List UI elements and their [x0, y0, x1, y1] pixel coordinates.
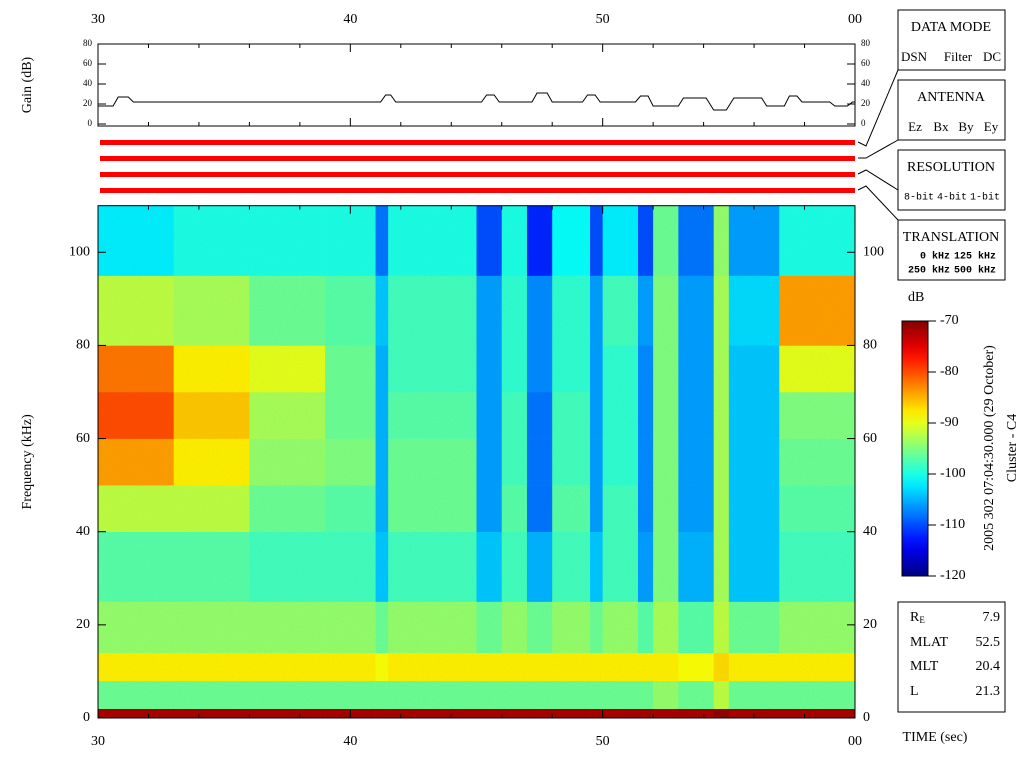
x-tick-label: 40 — [343, 12, 357, 27]
y-tick-label: 40 — [76, 524, 90, 539]
panel-option: 4-bit — [937, 192, 967, 204]
plot-frame — [97, 43, 856, 127]
panel-option: DSN — [901, 49, 928, 64]
x-tick-label: 30 — [91, 734, 105, 749]
y-tick-label: 80 — [863, 338, 877, 353]
x-tick-label: 40 — [343, 734, 357, 749]
panel-option: 125 kHz — [954, 251, 996, 263]
info-label: MLAT — [910, 635, 949, 650]
gain-line — [98, 92, 855, 111]
x-axis-label: TIME (sec) — [903, 730, 968, 745]
setting-bars — [100, 69, 899, 221]
info-label: MLT — [910, 659, 939, 674]
y-tick-label: 40 — [861, 78, 871, 88]
connector — [858, 139, 899, 159]
colorbar-tick-label: -70 — [940, 313, 959, 328]
panel-option: 8-bit — [904, 192, 934, 204]
x-tick-label: 50 — [596, 12, 610, 27]
panel-option: Ey — [984, 119, 999, 134]
colorbar-tick-label: -120 — [940, 568, 966, 583]
colorbar-tick-label: -110 — [940, 517, 965, 532]
texture — [98, 205, 855, 718]
panel-option: By — [958, 119, 974, 134]
resolution-bar — [100, 172, 855, 177]
colorbar-tick-label: -80 — [940, 364, 959, 379]
panels: DATA MODE DSN Filter DC ANTENNA Ez Bx By… — [897, 9, 1006, 281]
y-tick-label: 100 — [863, 244, 884, 259]
info-frame — [897, 601, 1006, 713]
x-tick-label: 00 — [848, 12, 862, 27]
timestamp: 2005 302 07:04:30.000 (29 October) — [982, 345, 997, 551]
y-tick-label: 60 — [861, 58, 871, 68]
panel-box — [897, 79, 1006, 141]
y-tick-label: 100 — [69, 244, 90, 259]
y-tick-label: 40 — [863, 524, 877, 539]
info-value: 52.5 — [976, 635, 1001, 650]
panel-option: DC — [983, 49, 1001, 64]
info-value: 20.4 — [976, 659, 1001, 674]
x-tick-label: 50 — [596, 734, 610, 749]
info-label: RE — [910, 610, 925, 625]
data-mode-bar — [100, 140, 855, 145]
info-sub: E — [919, 615, 925, 625]
panel-option: 500 kHz — [954, 265, 996, 277]
info-box: RE 7.9 MLAT 52.5 MLT 20.4 L 21.3 — [897, 601, 1006, 713]
connector — [857, 169, 899, 191]
spacecraft: Cluster - C4 — [1005, 414, 1020, 482]
y-tick-label: 20 — [83, 98, 93, 108]
y-tick-label: 80 — [83, 38, 93, 48]
y-axis-label: Frequency (kHz) — [20, 414, 35, 510]
panel-option: 250 kHz — [908, 265, 950, 277]
y-tick-label: 60 — [76, 431, 90, 446]
y-tick-label: 0 — [861, 118, 866, 128]
panel-title: DATA MODE — [911, 20, 991, 35]
translation-bar — [100, 188, 855, 193]
info-value: 21.3 — [976, 684, 1001, 699]
colorbar-label: dB — [908, 290, 924, 305]
y-tick-label: 60 — [83, 58, 93, 68]
y-axis-label: Gain (dB) — [20, 56, 35, 113]
y-tick-label: 40 — [83, 78, 93, 88]
panel-option: 0 kHz — [920, 251, 950, 263]
x-tick-label: 30 — [91, 12, 105, 27]
info-value: 7.9 — [983, 610, 1001, 625]
x-tick-label: 00 — [848, 734, 862, 749]
panel-option: Bx — [933, 119, 949, 134]
y-tick-label: 80 — [861, 38, 871, 48]
y-tick-label: 60 — [863, 431, 877, 446]
y-tick-label: 0 — [83, 710, 90, 725]
info-label: R — [910, 610, 920, 625]
panel-title: TRANSLATION — [903, 230, 999, 245]
plot-frame — [97, 205, 856, 719]
antenna-bar — [100, 156, 855, 161]
y-tick-label: 0 — [863, 710, 870, 725]
y-tick-label: 0 — [88, 118, 93, 128]
panel-title: ANTENNA — [917, 90, 986, 105]
y-tick-label: 20 — [861, 98, 871, 108]
panel-option: 1-bit — [970, 192, 1000, 204]
y-tick-label: 20 — [863, 617, 877, 632]
panel-title: RESOLUTION — [907, 160, 995, 175]
colorbar — [901, 320, 929, 577]
connector — [857, 185, 899, 221]
info-label: L — [910, 684, 919, 699]
connector — [857, 69, 899, 147]
panel-box — [897, 219, 1006, 281]
panel-box — [897, 9, 1006, 71]
panel-option: Ez — [908, 119, 922, 134]
colorbar-tick-label: -100 — [940, 466, 966, 481]
y-tick-label: 20 — [76, 617, 90, 632]
colorbar-tick-label: -90 — [940, 415, 959, 430]
panel-option: Filter — [944, 49, 973, 64]
y-tick-label: 80 — [76, 338, 90, 353]
panel-box — [897, 149, 1006, 211]
